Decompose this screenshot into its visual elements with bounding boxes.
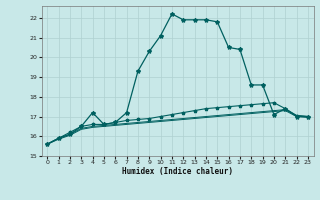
X-axis label: Humidex (Indice chaleur): Humidex (Indice chaleur) [122,167,233,176]
